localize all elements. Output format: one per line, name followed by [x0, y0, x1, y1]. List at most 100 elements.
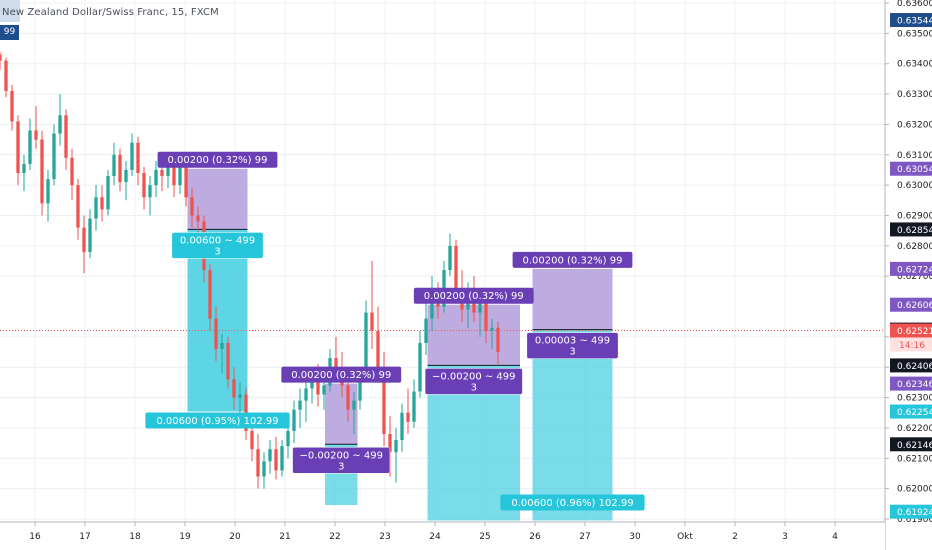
price-tick-label: 0.63400	[897, 60, 932, 70]
mid-label-bg-0	[171, 232, 264, 259]
price-flag-11: 0.61924	[890, 504, 932, 519]
price-tick-label: 0.62000	[897, 485, 932, 495]
candle-body	[286, 430, 290, 447]
candle-body	[148, 185, 152, 198]
candle-body	[76, 185, 80, 228]
mid-label-bg-1	[292, 447, 391, 474]
target-label-3: 0.00200 (0.32%) 99	[512, 251, 633, 268]
price-flag-text-4: 0.62606	[897, 301, 932, 311]
candle-body	[106, 176, 110, 210]
price-flag-text-6: 0.62521	[897, 327, 932, 337]
price-flag-bg-6	[890, 323, 932, 338]
time-tick-label: 22	[329, 532, 340, 542]
candle-body	[406, 412, 410, 422]
candle-body	[184, 163, 188, 198]
candle-body	[34, 130, 38, 140]
target-zone-3	[532, 268, 613, 330]
symbol-title: New Zealand Dollar/Swiss Franc, 15, FXCM	[2, 7, 219, 18]
candle-body	[22, 163, 26, 173]
time-tick-label: Okt	[677, 532, 693, 542]
candle-body	[370, 312, 374, 331]
time-tick-label: 21	[279, 532, 290, 542]
candle-body	[268, 449, 272, 462]
candle-body	[496, 327, 500, 353]
candle-body	[454, 245, 458, 289]
target-label-0: 0.00600 (0.95%) 102.99	[145, 412, 290, 429]
candle-body	[418, 342, 422, 392]
candle-body	[10, 91, 14, 122]
target-label-1-text: 0.00200 (0.32%) 99	[291, 370, 391, 381]
candle-body	[364, 312, 368, 377]
price-tick-label: 0.62900	[897, 211, 932, 221]
candle-body	[154, 169, 158, 186]
price-flag-10: 0.62146	[890, 437, 932, 452]
time-tick-label: 16	[29, 532, 41, 542]
candle-body	[262, 461, 266, 477]
volume-badge[interactable]: 99	[0, 25, 19, 40]
price-flag-2: 0.62854	[890, 222, 932, 237]
price-flag-bg-11	[890, 504, 932, 519]
candle-body	[214, 318, 218, 350]
time-tick-label: 2	[732, 532, 738, 542]
candle-body	[124, 169, 128, 183]
target-label-1-bg	[281, 366, 402, 383]
candle-body	[64, 115, 68, 158]
price-flag-1: 0.63054	[890, 161, 932, 176]
price-flag-4: 0.62606	[890, 297, 932, 312]
price-flag-bg-4	[890, 297, 932, 312]
price-flag-bg-8	[890, 376, 932, 391]
candle-body	[298, 400, 302, 410]
stop-zone-3	[532, 329, 613, 521]
candle-body	[130, 142, 134, 170]
time-tick-label: 26	[529, 532, 541, 542]
candle-body	[412, 391, 416, 422]
mid-label-bg-3	[526, 332, 619, 359]
price-tick-label: 0.63600	[897, 0, 932, 9]
time-tick-label: 24	[429, 532, 441, 542]
price-flag-text-7: 0.62406	[897, 362, 932, 372]
price-flag-bg-0	[890, 13, 932, 28]
candle-body	[238, 394, 242, 398]
time-tick-label: 18	[129, 532, 141, 542]
candle-body	[112, 154, 116, 177]
mid-label-line2-3: 3	[569, 347, 575, 358]
price-tick-label: 0.63500	[897, 29, 932, 39]
stop-label-0-text: 0.00200 (0.32%) 99	[167, 155, 267, 166]
candle-body	[88, 218, 92, 252]
symbol-shade	[0, 0, 20, 22]
mid-label-line1-2: −0.00200 ~ 499	[432, 371, 516, 382]
stop-label-0-bg	[157, 151, 278, 168]
candle-body	[166, 166, 170, 177]
candle-body	[0, 54, 2, 61]
candle-body	[280, 446, 284, 471]
candle-body	[172, 166, 176, 186]
price-flag-bg-3	[890, 261, 932, 276]
candle-body	[382, 367, 386, 434]
candle-body	[316, 373, 320, 395]
candle-body	[232, 379, 236, 398]
candle-body	[118, 154, 122, 183]
candle-body	[448, 245, 452, 271]
price-tick-label: 0.62300	[897, 394, 932, 404]
target-label-0-bg	[145, 412, 290, 429]
candle-body	[58, 115, 62, 134]
candle-body	[142, 172, 146, 198]
candle-body	[358, 376, 362, 401]
target-label-2: 0.00200 (0.32%) 99	[413, 287, 534, 304]
stop-label-3-text: 0.00600 (0.96%) 102.99	[511, 498, 633, 509]
candle-body	[424, 318, 428, 343]
candle-body	[322, 385, 326, 395]
countdown-text: 14:16	[899, 341, 925, 351]
price-flag-text-9: 0.62254	[897, 408, 932, 418]
mid-label-line2-0: 3	[214, 246, 220, 257]
candle-body	[16, 121, 20, 173]
time-tick-label: 19	[179, 532, 191, 542]
mid-label-bg-2	[424, 368, 523, 395]
candle-body	[136, 142, 140, 173]
candle-body	[208, 270, 212, 319]
target-label-0-text: 0.00600 (0.95%) 102.99	[156, 416, 278, 427]
price-flag-text-10: 0.62146	[897, 441, 932, 451]
candle-body	[292, 409, 296, 431]
